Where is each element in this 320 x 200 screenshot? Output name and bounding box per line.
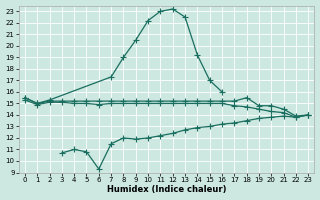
X-axis label: Humidex (Indice chaleur): Humidex (Indice chaleur)	[107, 185, 226, 194]
